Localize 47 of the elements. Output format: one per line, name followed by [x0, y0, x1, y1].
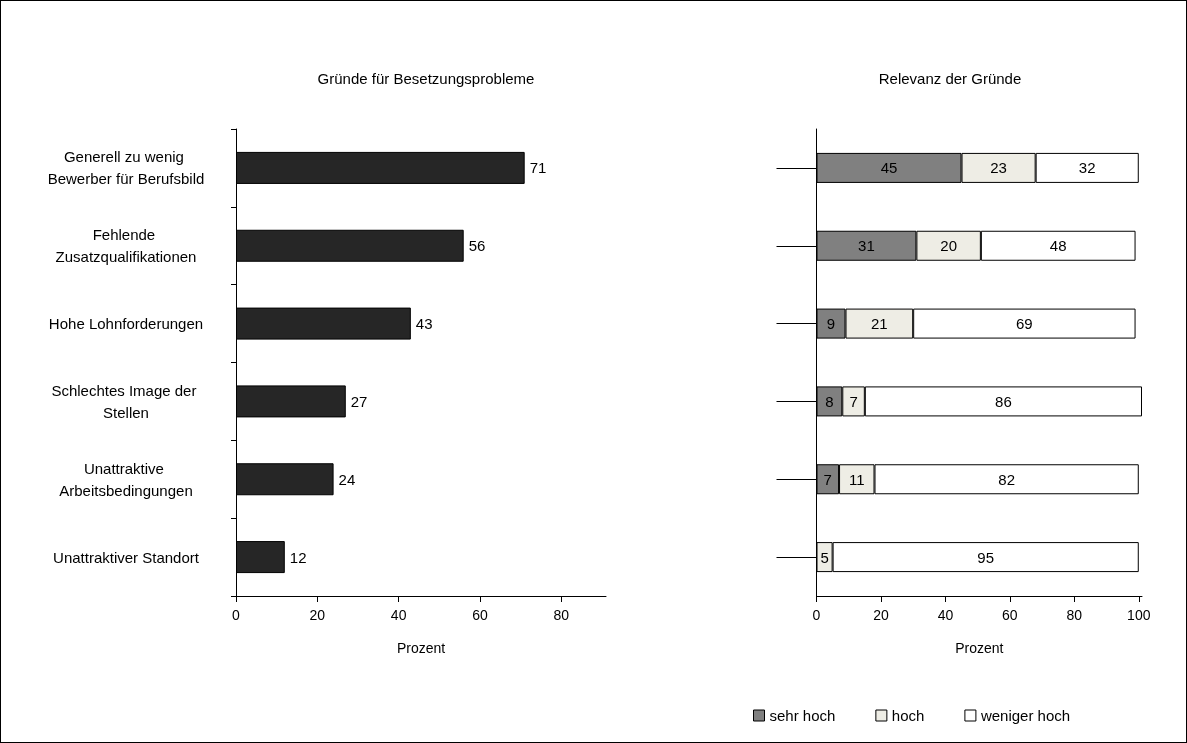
data-label: 23	[990, 159, 1007, 177]
data-label: 24	[338, 470, 356, 488]
data-label: 71	[529, 159, 547, 177]
y-tick-label: Unattraktiver Standort	[53, 548, 200, 566]
data-label: 32	[1078, 159, 1096, 177]
data-label: 8	[825, 392, 834, 410]
x-tick-label: 40	[937, 607, 954, 623]
data-label: 20	[940, 237, 957, 255]
x-tick-label: 60	[472, 607, 488, 623]
x-tick-label: 60	[1002, 607, 1018, 623]
legend-label: weniger hoch	[979, 707, 1071, 724]
y-tick-label: Hohe Lohnforderungen	[48, 315, 204, 333]
x-tick-label: 100	[1127, 607, 1151, 623]
data-label: 43	[415, 315, 433, 333]
data-label: 11	[849, 470, 865, 488]
data-label: 9	[826, 315, 836, 333]
data-label: 12	[289, 548, 307, 566]
x-tick-label: 80	[553, 607, 570, 623]
y-tick-label: Fehlende Zusatzqualifikationen	[55, 226, 197, 266]
data-label: 82	[998, 470, 1015, 488]
data-label: 27	[350, 392, 368, 410]
x-tick-label: 20	[309, 607, 326, 623]
data-label: 5	[820, 548, 829, 566]
x-axis-title: Prozent	[396, 640, 446, 656]
x-axis-title: Prozent	[955, 640, 1004, 656]
chart-title: Gründe für Besetzungsprobleme	[317, 70, 535, 87]
y-tick-label: Unattraktive Arbeitsbedingungen	[59, 459, 193, 499]
data-label: 45	[880, 159, 898, 177]
x-tick-label: 0	[812, 607, 821, 623]
data-label: 21	[871, 315, 888, 333]
data-label: 56	[468, 237, 486, 255]
x-tick-label: 20	[873, 607, 889, 623]
y-tick-label: Schlechtes Image der Stellen	[51, 381, 201, 421]
legend-label: hoch	[891, 707, 925, 724]
legend-label: sehr hoch	[769, 707, 836, 724]
data-label: 7	[823, 470, 832, 488]
x-tick-label: 80	[1066, 607, 1083, 623]
data-label: 31	[858, 237, 875, 255]
data-label: 95	[977, 548, 995, 566]
data-label: 7	[849, 392, 858, 410]
x-tick-label: 0	[232, 607, 241, 623]
data-label: 48	[1049, 237, 1067, 255]
data-label: 86	[995, 392, 1012, 410]
x-tick-label: 40	[390, 607, 407, 623]
data-label: 69	[1016, 315, 1033, 333]
y-tick-label: Generell zu wenig Bewerber für Berufsbild	[47, 148, 205, 188]
chart-title: Relevanz der Gründe	[878, 70, 1022, 87]
